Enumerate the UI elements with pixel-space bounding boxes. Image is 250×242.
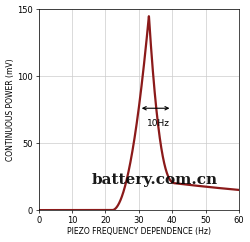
- Y-axis label: CONTINUOUS POWER (mV): CONTINUOUS POWER (mV): [6, 58, 15, 161]
- Text: battery.com.cn: battery.com.cn: [92, 173, 218, 187]
- X-axis label: PIEZO FREQUENCY DEPENDENCE (Hz): PIEZO FREQUENCY DEPENDENCE (Hz): [67, 227, 211, 236]
- Text: 10Hz: 10Hz: [148, 119, 171, 128]
